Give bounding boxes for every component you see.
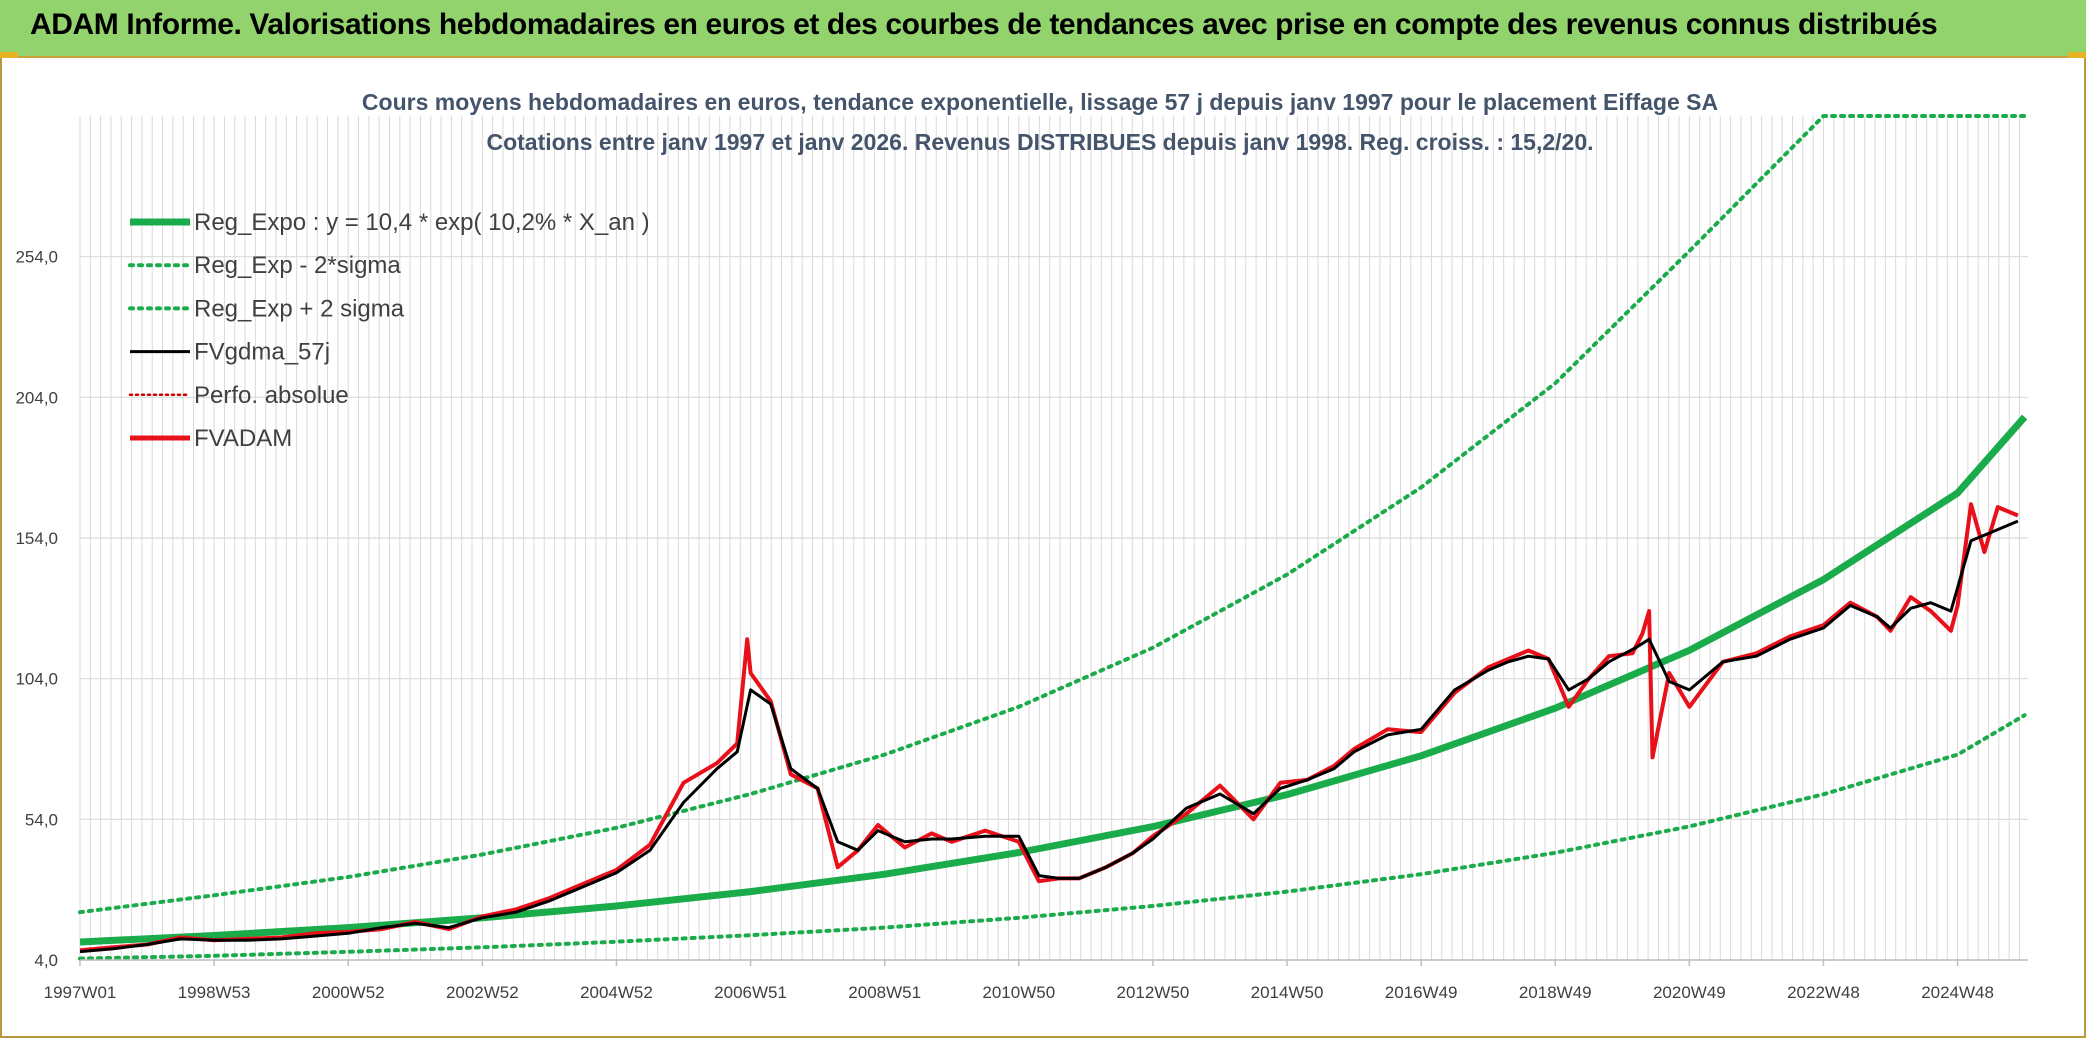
- x-tick-label: 2006W51: [714, 983, 787, 1002]
- x-tick-label: 2024W48: [1921, 983, 1994, 1002]
- x-tick-label: 2016W49: [1385, 983, 1458, 1002]
- y-tick-label: 4,0: [34, 951, 58, 970]
- x-tick-label: 2014W50: [1251, 983, 1324, 1002]
- x-tick-label: 1998W53: [178, 983, 251, 1002]
- series-layer: [78, 114, 2028, 961]
- x-tick-label: 2008W51: [848, 983, 921, 1002]
- axis-layer: 4,0 54,0 104,0 154,0 204,0 254,0 1997W01 1998W5…: [15, 248, 2028, 1002]
- y-tick-label: 154,0: [15, 529, 58, 548]
- chart-title: Cours moyens hebdomadaires en euros, ten…: [362, 89, 1718, 115]
- chart-subtitle: Cotations entre janv 1997 et janv 2026. …: [486, 129, 1593, 155]
- frame-corner-right: [2068, 52, 2086, 58]
- series-lower-band-line: [78, 713, 2027, 961]
- grid-layer: [79, 116, 2028, 961]
- x-tick-label: 2004W52: [580, 983, 653, 1002]
- series-reg-expo-line: [79, 414, 2028, 946]
- legend-label: FVADAM: [194, 425, 292, 452]
- x-tick-label: 2002W52: [446, 983, 519, 1002]
- y-tick-label: 254,0: [15, 248, 58, 267]
- x-tick-label: 2020W49: [1653, 983, 1726, 1002]
- legend-label: Perfo. absolue: [194, 382, 349, 409]
- report-title: ADAM Informe. Valorisations hebdomadaire…: [30, 8, 1938, 41]
- x-tick-label: 2010W50: [982, 983, 1055, 1002]
- frame-corner-left: [0, 52, 18, 58]
- report-banner: ADAM Informe. Valorisations hebdomadaire…: [0, 0, 2086, 58]
- legend-label: Reg_Exp + 2 sigma: [194, 295, 405, 322]
- y-tick-label: 204,0: [15, 388, 58, 407]
- series-upper-band-line: [78, 114, 2027, 915]
- y-tick-label: 54,0: [25, 810, 58, 829]
- legend-label: Reg_Exp - 2*sigma: [194, 252, 401, 279]
- x-tick-label: 2012W50: [1117, 983, 1190, 1002]
- y-tick-label: 104,0: [15, 670, 58, 689]
- chart-frame: [0, 58, 2086, 1038]
- series-smoothed-line: [79, 519, 2019, 954]
- series-fvadam-line: [79, 502, 2019, 953]
- chart-legend: Reg_Expo : y = 10,4 * exp( 10,2% * X_an …: [128, 209, 650, 452]
- x-tick-label: 2018W49: [1519, 983, 1592, 1002]
- x-tick-label: 1997W01: [44, 983, 117, 1002]
- x-tick-label: 2022W48: [1787, 983, 1860, 1002]
- legend-label: Reg_Expo : y = 10,4 * exp( 10,2% * X_an …: [194, 209, 650, 236]
- x-tick-label: 2000W52: [312, 983, 385, 1002]
- legend-label: FVgdma_57j: [194, 339, 330, 366]
